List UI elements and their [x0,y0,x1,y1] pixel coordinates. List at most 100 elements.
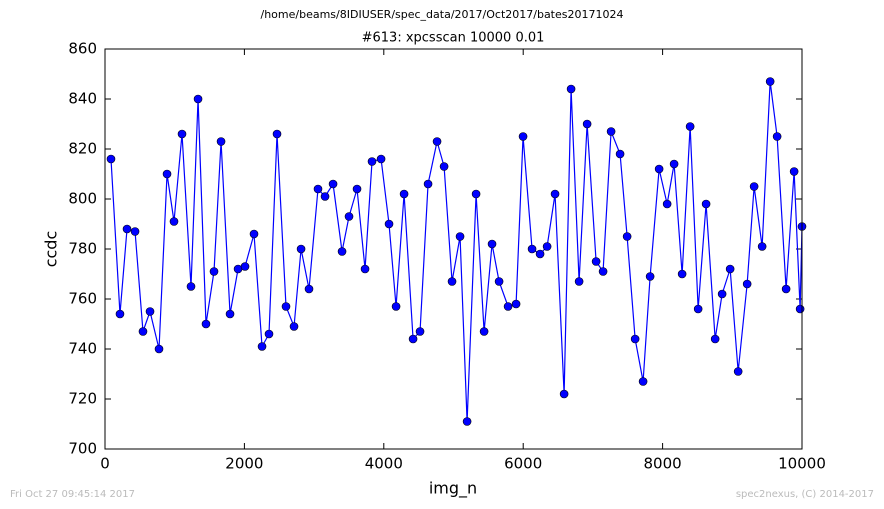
point [376,154,386,164]
point [527,244,537,254]
x-tick-label: 8000 [644,455,682,473]
point [384,219,394,229]
point [733,367,743,376]
point [193,94,203,104]
footer-left: Fri Oct 27 09:45:14 2017 [10,489,135,500]
point [138,327,148,336]
point [487,239,497,249]
point [115,309,125,319]
y-tick-label: 780 [68,240,97,258]
plot-frame [104,48,803,450]
point [281,302,291,311]
point [742,279,752,289]
point [725,264,735,274]
point [535,249,545,259]
point [494,277,504,286]
point [169,217,179,226]
y-tick-label: 760 [68,290,97,308]
y-tick-label: 700 [68,440,97,458]
point [606,127,616,136]
point [717,289,727,299]
point [677,269,687,279]
point [479,327,489,336]
y-tick-label: 740 [68,340,97,358]
point [654,164,664,174]
point [240,262,250,271]
point [408,334,418,344]
point [685,122,695,131]
point [399,189,409,199]
point [503,302,513,311]
point [693,304,703,314]
y-tick-label: 800 [68,190,97,208]
point [391,302,401,311]
chart-title: #613: xpcsscan 10000 0.01 [362,31,545,46]
point [225,309,235,319]
point [574,277,584,286]
point [550,189,560,199]
point [344,212,354,221]
point [328,179,338,189]
point [106,154,116,164]
point [518,132,528,141]
point [630,334,640,344]
point [360,264,370,274]
y-axis-label: ccdc [42,231,61,268]
point [320,192,330,201]
point [367,157,377,166]
point [122,224,132,234]
point [765,77,775,86]
point [638,377,648,386]
point [257,342,267,351]
y-tick-label: 820 [68,140,97,158]
y-tick-label: 860 [68,40,97,58]
point [511,299,521,309]
point [781,284,791,294]
point [662,199,672,209]
point [249,229,259,239]
y-tick-label: 720 [68,390,97,408]
x-tick-label: 6000 [504,455,542,473]
point [447,277,457,286]
point [559,389,569,399]
suptitle: /home/beams/8IDIUSER/spec_data/2017/Oct2… [261,8,624,21]
point [162,169,172,179]
point [264,329,274,339]
point [177,129,187,139]
point [795,304,805,314]
point [710,334,720,344]
point [701,199,711,209]
point [669,159,679,169]
point [749,182,759,191]
point [772,132,782,141]
point [615,149,625,159]
y-tick-label: 840 [68,90,97,108]
point [313,184,323,194]
point [432,137,442,146]
point [471,189,481,199]
point [415,327,425,336]
x-axis-label: img_n [429,479,477,499]
point [645,272,655,281]
point [272,129,282,139]
x-tick-label: 0 [100,455,110,473]
point [566,84,576,94]
point [622,232,632,241]
point [582,119,592,129]
point [289,322,299,331]
point [130,227,140,236]
point [154,344,164,354]
point [304,284,314,294]
point [423,179,433,189]
point [455,232,465,241]
point [439,162,449,171]
point [145,307,155,316]
footer-right: spec2nexus, (C) 2014-2017 [736,489,874,500]
point [337,247,347,256]
point [757,242,767,251]
point [542,242,552,251]
x-tick-label: 4000 [365,455,403,473]
point [591,257,601,266]
point [296,244,306,254]
